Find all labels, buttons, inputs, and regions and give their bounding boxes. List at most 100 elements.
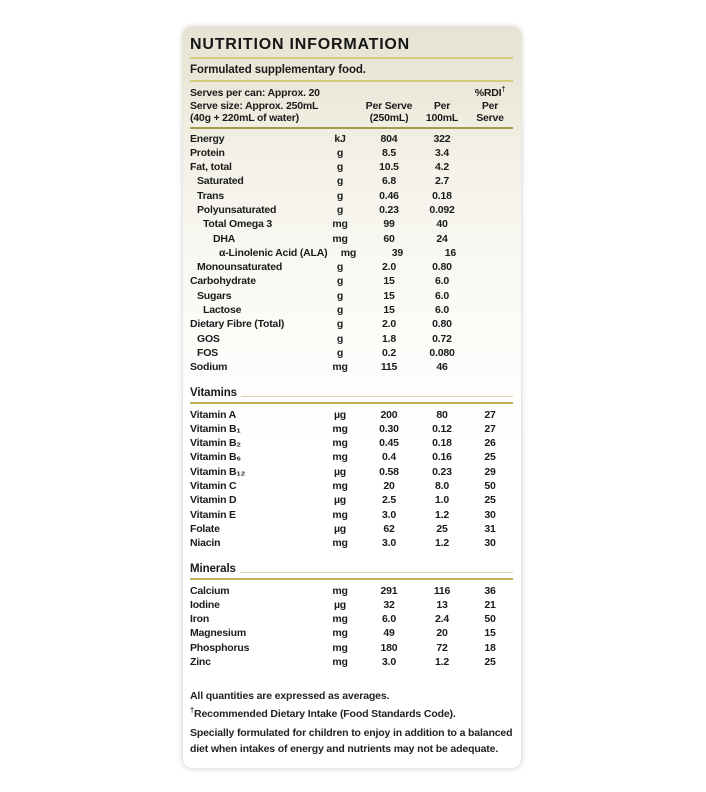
nutrient-rdi-value: [467, 274, 513, 288]
nutrient-label: Lactose: [203, 304, 242, 317]
nutrient-rdi-value: [475, 246, 521, 260]
nutrient-unit: mg: [332, 437, 348, 450]
nutrient-per-serve-value: 3.0: [382, 656, 396, 668]
column-header-per-100ml: Per 100mL: [417, 100, 467, 125]
nutrient-label: Polyunsaturated: [197, 203, 277, 216]
nutrient-per-serve-value: 15: [383, 289, 395, 302]
nutrient-label: DHA: [213, 232, 236, 245]
nutrient-per-serve-value: 1.8: [382, 332, 396, 345]
nutrient-unit: g: [336, 189, 344, 202]
nutrient-per-serve-value: 115: [380, 361, 398, 374]
nutrient-per-100ml-value: 0.16: [432, 451, 452, 464]
nutrient-per-100ml-value: 0.080: [429, 346, 455, 359]
nutrient-rdi-value: [467, 203, 513, 217]
nutrient-rdi-value: 25: [484, 656, 496, 668]
nutrient-per-100ml-value: 0.23: [432, 465, 452, 478]
table-row: Sodium mg 115 46: [190, 360, 513, 374]
nutrient-unit: kJ: [334, 132, 346, 145]
nutrient-rdi-value: [467, 260, 513, 274]
nutrient-rdi-value: [467, 174, 513, 188]
nutrition-panel: NUTRITION INFORMATION Formulated supplem…: [183, 27, 521, 768]
nutrient-rdi-value: [467, 189, 513, 203]
nutrient-unit: µg: [333, 494, 347, 507]
nutrient-per-100ml-value: 8.0: [435, 480, 449, 493]
nutrient-rdi-value: 50: [484, 480, 496, 493]
nutrient-per-serve-value: 62: [383, 522, 395, 535]
nutrient-rdi-value: 27: [484, 408, 496, 421]
minerals-section: Minerals Calcium mg 291 116 36 Iodine µg…: [190, 563, 513, 670]
panel-title: NUTRITION INFORMATION: [190, 36, 411, 53]
table-row: α-Linolenic Acid (ALA) mg 39 16: [190, 246, 513, 260]
nutrient-per-serve-value: 39: [391, 246, 404, 259]
nutrient-unit: g: [336, 161, 344, 174]
minerals-heading-row: Minerals: [190, 563, 513, 576]
table-row: Vitamin B₁ mg 0.30 0.12 27: [190, 422, 513, 436]
table-row: Polyunsaturated g 0.23 0.092: [190, 203, 513, 217]
nutrient-per-serve-value: 6.0: [382, 613, 396, 626]
nutrient-unit: mg: [332, 218, 348, 231]
nutrient-unit: mg: [332, 508, 348, 521]
nutrient-label: Vitamin B₂: [190, 437, 241, 450]
nutrient-per-100ml-value: 0.12: [432, 422, 452, 435]
nutrient-per-serve-value: 804: [380, 132, 398, 145]
nutrient-unit: mg: [332, 422, 348, 435]
nutrient-label: Vitamin A: [190, 408, 237, 421]
nutrient-per-100ml-value: 1.2: [435, 508, 449, 521]
rdi-label: %RDI: [474, 87, 502, 99]
dagger-symbol: †: [190, 705, 195, 715]
nutrient-per-serve-value: 20: [383, 480, 395, 493]
nutrient-per-100ml-value: 24: [436, 232, 448, 245]
nutrient-per-serve-value: 99: [383, 218, 395, 231]
nutrient-label: Magnesium: [190, 627, 246, 640]
column-header-rdi: %RDI† Per Serve: [467, 85, 513, 125]
nutrient-per-serve-value: 60: [383, 232, 395, 245]
nutrient-label: Vitamin B₁₂: [190, 465, 246, 478]
nutrient-per-serve-value: 3.0: [382, 537, 396, 550]
nutrient-per-100ml-value: 16: [444, 246, 457, 259]
nutrient-unit: mg: [332, 627, 348, 640]
footnote-rdi: †Recommended Dietary Intake (Food Standa…: [190, 707, 513, 721]
nutrient-per-serve-value: 291: [380, 584, 398, 597]
nutrient-rdi-value: 30: [484, 508, 496, 521]
nutrient-per-100ml-value: 80: [436, 408, 448, 421]
per-serve-line-1: Per Serve: [365, 99, 413, 112]
table-row: Total Omega 3 mg 99 40: [190, 217, 513, 231]
table-row: Iodine µg 32 13 21: [190, 598, 513, 612]
nutrient-rdi-value: [467, 217, 513, 231]
table-row: Sugars g 15 6.0: [190, 289, 513, 303]
nutrient-per-serve-value: 0.58: [379, 465, 399, 478]
nutrient-rdi-value: 27: [484, 422, 496, 435]
nutrient-label: Phosphorus: [190, 641, 250, 654]
footnote-formulated: Specially formulated for children to enj…: [190, 727, 513, 755]
nutrient-label: Sodium: [190, 361, 228, 374]
nutrient-per-100ml-value: 116: [433, 584, 451, 597]
nutrient-unit: µg: [333, 522, 347, 535]
nutrient-per-serve-value: 10.5: [379, 161, 399, 174]
table-row: Energy kJ 804 322: [190, 132, 513, 146]
nutrient-label: Fat, total: [190, 161, 232, 174]
nutrient-rdi-value: [467, 160, 513, 174]
table-row: Vitamin A µg 200 80 27: [190, 408, 513, 422]
nutrient-label: Saturated: [197, 175, 244, 188]
nutrient-unit: g: [336, 346, 344, 359]
table-row: Vitamin B₁₂ µg 0.58 0.23 29: [190, 465, 513, 479]
nutrient-rdi-value: 30: [484, 537, 496, 550]
nutrient-unit: mg: [332, 232, 348, 245]
table-row: Protein g 8.5 3.4: [190, 146, 513, 160]
nutrient-label: Folate: [190, 522, 220, 535]
table-row: Dietary Fibre (Total) g 2.0 0.80: [190, 317, 513, 331]
table-row: GOS g 1.8 0.72: [190, 332, 513, 346]
nutrient-per-100ml-value: 20: [436, 627, 448, 640]
footnote-rdi-text: Recommended Dietary Intake (Food Standar…: [194, 708, 456, 721]
nutrient-per-100ml-value: 2.4: [435, 613, 449, 626]
table-row: Vitamin D µg 2.5 1.0 25: [190, 493, 513, 507]
nutrient-unit: mg: [332, 613, 348, 626]
serving-line-3: (40g + 220mL of water): [190, 112, 299, 124]
nutrient-label: Total Omega 3: [203, 218, 272, 231]
table-row: Vitamin B₂ mg 0.45 0.18 26: [190, 436, 513, 450]
per-serve-line-2: (250mL): [369, 112, 409, 124]
nutrient-unit: mg: [332, 537, 348, 550]
nutrient-rdi-value: [467, 146, 513, 160]
table-row: Trans g 0.46 0.18: [190, 189, 513, 203]
table-row: Phosphorus mg 180 72 18: [190, 641, 513, 655]
